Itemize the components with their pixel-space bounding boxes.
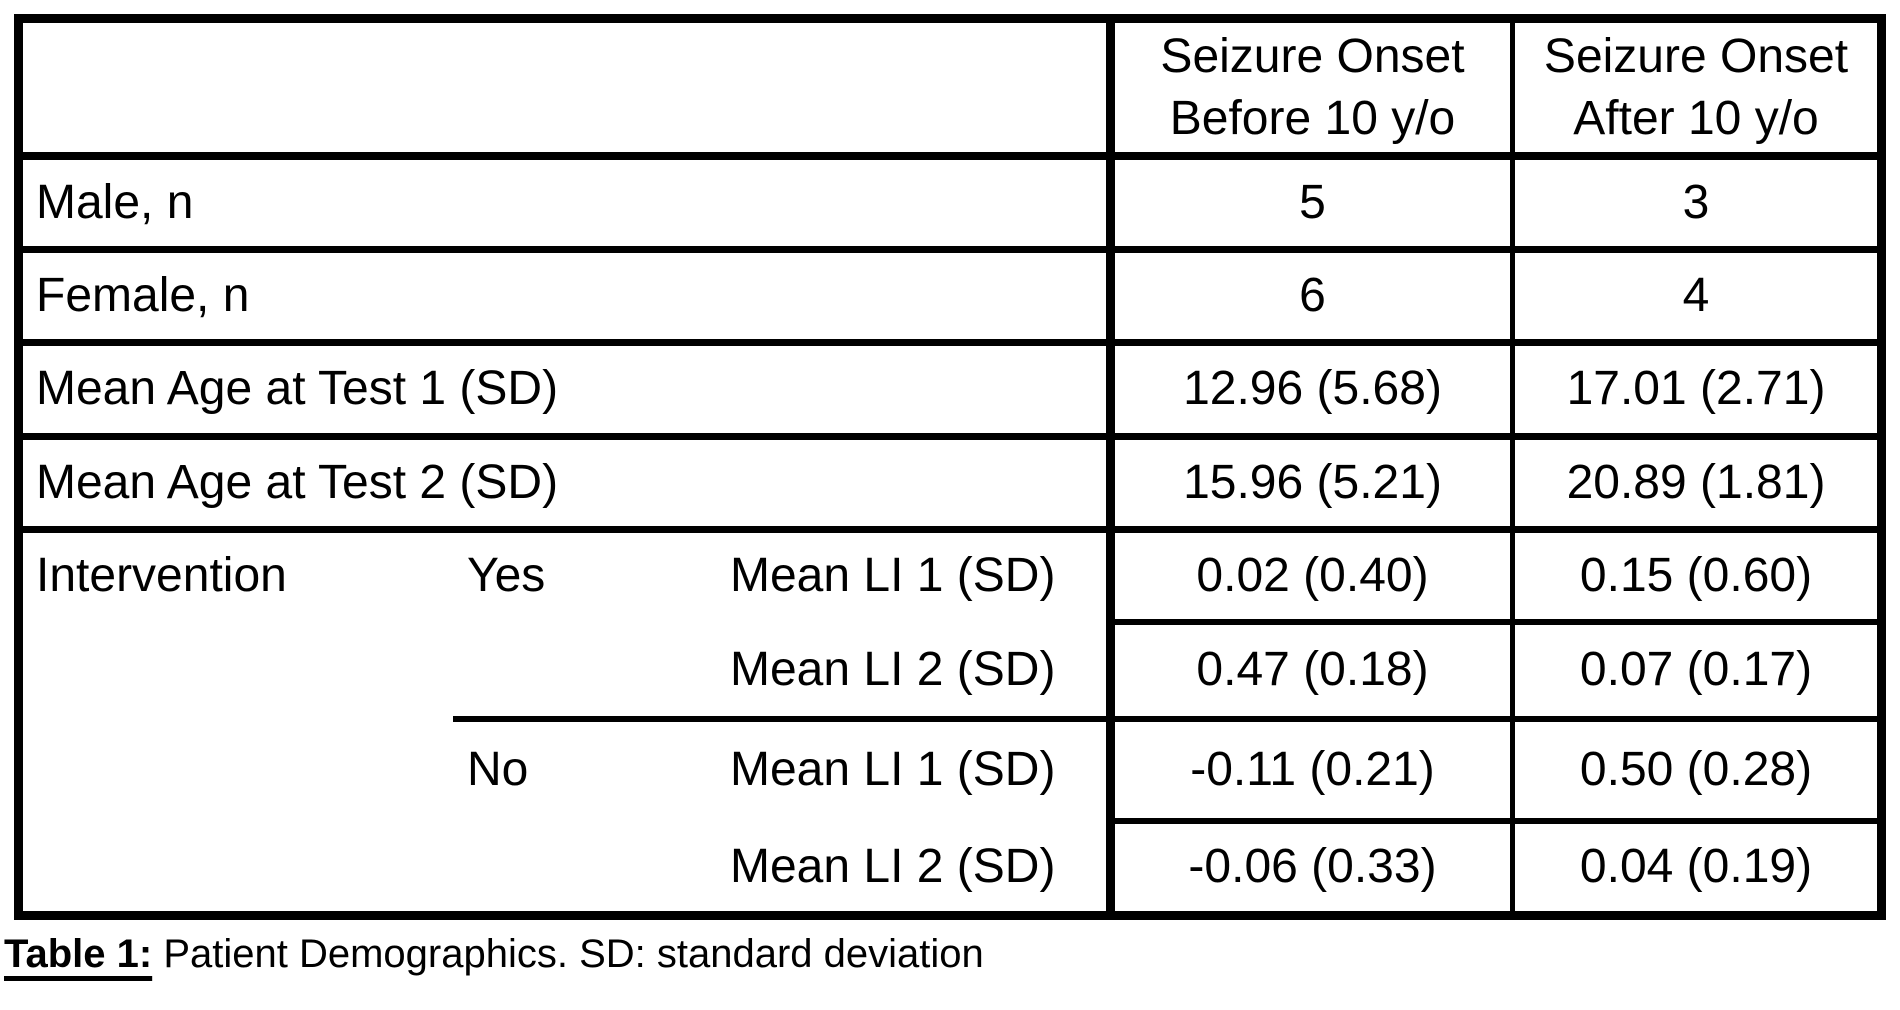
- cell-age-test1-after: 17.01 (2.71): [1566, 362, 1826, 416]
- yes-li2-label: Mean LI 2 (SD): [730, 643, 1056, 697]
- col-header-before: Seizure Onset Before 10 y/o: [1115, 23, 1510, 152]
- column-divider-main: [1106, 14, 1115, 920]
- cell-age-test1-before: 12.96 (5.68): [1183, 362, 1442, 416]
- intervention-no-label: No: [467, 742, 529, 796]
- row-label-intervention: Intervention: [36, 548, 287, 602]
- row-label-age-test2: Mean Age at Test 2 (SD): [36, 455, 559, 509]
- col-header-before-line1: Seizure Onset: [1160, 29, 1465, 83]
- table-caption: Table 1: Patient Demographics. SD: stand…: [4, 928, 984, 980]
- row-label-age-test1: Mean Age at Test 1 (SD): [36, 362, 559, 416]
- cell-no-li1-before: -0.11 (0.21): [1190, 742, 1435, 796]
- intervention-yes-label: Yes: [467, 548, 546, 602]
- caption-label: Table 1:: [4, 932, 153, 976]
- cell-male-after: 3: [1682, 175, 1710, 229]
- cell-yes-li2-before: 0.47 (0.18): [1196, 643, 1429, 697]
- yes-no-divider: [453, 716, 1877, 722]
- header-divider: [23, 152, 1877, 160]
- cell-female-after: 4: [1682, 268, 1710, 322]
- col-header-after-line1: Seizure Onset: [1543, 29, 1849, 83]
- cell-yes-li1-before: 0.02 (0.40): [1196, 548, 1429, 602]
- cell-yes-li1-after: 0.15 (0.60): [1579, 548, 1813, 602]
- cell-age-test2-before: 15.96 (5.21): [1183, 455, 1442, 509]
- cell-female-before: 6: [1299, 268, 1326, 322]
- no-li1-label: Mean LI 1 (SD): [730, 742, 1056, 796]
- row-label-male: Male, n: [36, 175, 194, 229]
- cell-no-li2-after: 0.04 (0.19): [1579, 840, 1813, 894]
- col-header-before-line2: Before 10 y/o: [1169, 91, 1456, 145]
- column-divider-sub: [1510, 14, 1515, 920]
- row-divider-data-columns: [1106, 818, 1877, 824]
- row-divider: [23, 526, 1877, 533]
- row-divider: [23, 433, 1877, 440]
- no-li2-label: Mean LI 2 (SD): [730, 840, 1056, 894]
- cell-yes-li2-after: 0.07 (0.17): [1579, 643, 1813, 697]
- yes-li1-label: Mean LI 1 (SD): [730, 548, 1056, 602]
- col-header-after: Seizure Onset After 10 y/o: [1515, 23, 1877, 152]
- row-label-female: Female, n: [36, 268, 250, 322]
- row-divider: [23, 246, 1877, 253]
- cell-no-li2-before: -0.06 (0.33): [1188, 840, 1437, 894]
- caption-text: Patient Demographics. SD: standard devia…: [163, 932, 984, 976]
- row-divider-data-columns: [1106, 619, 1877, 625]
- table-outer-border: [14, 14, 1886, 920]
- cell-no-li1-after: 0.50 (0.28): [1579, 742, 1813, 796]
- cell-male-before: 5: [1299, 175, 1326, 229]
- cell-age-test2-after: 20.89 (1.81): [1566, 455, 1826, 509]
- col-header-after-line2: After 10 y/o: [1573, 91, 1819, 145]
- row-divider: [23, 339, 1877, 346]
